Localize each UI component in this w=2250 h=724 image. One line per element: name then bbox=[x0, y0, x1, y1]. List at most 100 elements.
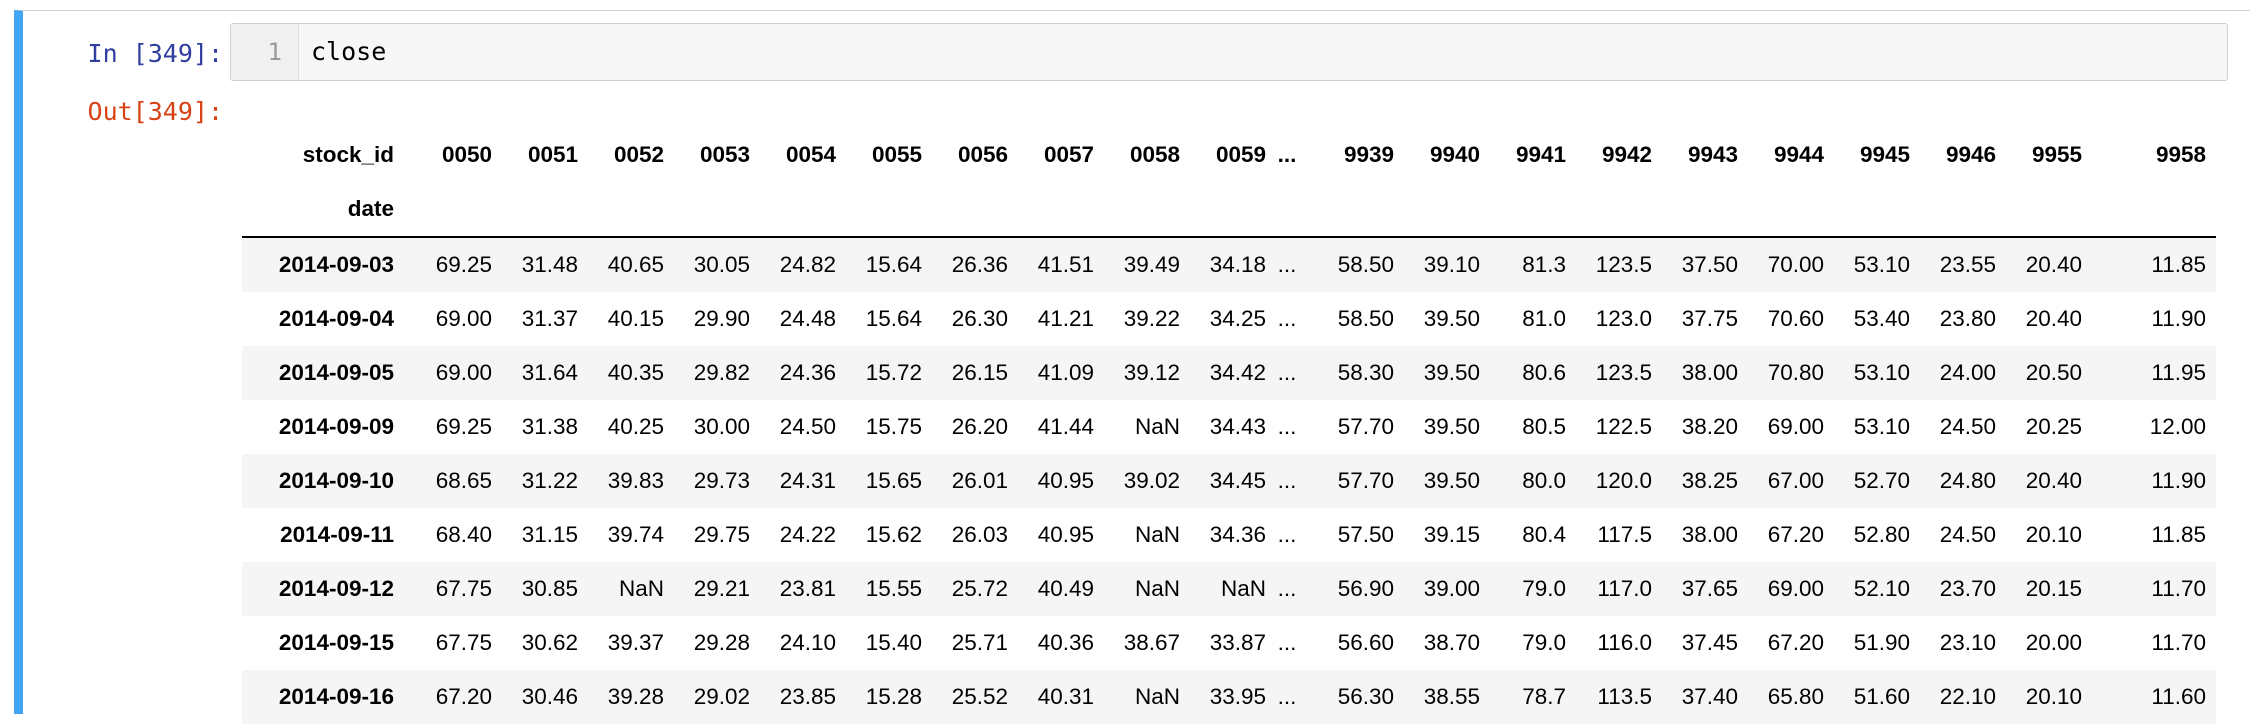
table-cell: 40.95 bbox=[1037, 468, 1094, 493]
ellipsis-cell: ... bbox=[1277, 306, 1297, 331]
column-header: 0050 bbox=[441, 142, 492, 167]
table-cell: 24.82 bbox=[779, 252, 836, 277]
index-header-spacer bbox=[1566, 182, 1652, 237]
index-header-spacer bbox=[406, 182, 492, 237]
table-cell: 41.51 bbox=[1037, 252, 1094, 277]
column-header: 9945 bbox=[1859, 142, 1910, 167]
table-cell: 53.40 bbox=[1853, 306, 1910, 331]
table-cell: 24.48 bbox=[779, 306, 836, 331]
ellipsis-cell: ... bbox=[1277, 630, 1297, 655]
table-cell: 25.71 bbox=[951, 630, 1008, 655]
table-cell: 23.81 bbox=[779, 576, 836, 601]
table-cell: 40.25 bbox=[607, 414, 664, 439]
column-header: 0055 bbox=[871, 142, 922, 167]
table-cell: 58.50 bbox=[1337, 252, 1394, 277]
table-cell: 29.21 bbox=[693, 576, 750, 601]
table-cell: 11.85 bbox=[2151, 522, 2206, 547]
table-cell: 24.00 bbox=[1939, 360, 1996, 385]
index-name-label: date bbox=[347, 196, 394, 221]
notebook-cell[interactable]: In [349]: 1 close Out[349]: stock_id 0050… bbox=[14, 10, 2250, 724]
column-header: 0053 bbox=[699, 142, 750, 167]
table-cell: NaN bbox=[1134, 684, 1180, 709]
table-cell: 67.20 bbox=[1767, 522, 1824, 547]
table-cell: 39.74 bbox=[607, 522, 664, 547]
table-cell: 31.37 bbox=[521, 306, 578, 331]
ellipsis-cell: ... bbox=[1277, 522, 1297, 547]
table-cell: 23.55 bbox=[1939, 252, 1996, 277]
column-header: 9940 bbox=[1429, 142, 1480, 167]
table-cell: 52.10 bbox=[1853, 576, 1910, 601]
table-cell: 38.25 bbox=[1681, 468, 1738, 493]
table-cell: 80.5 bbox=[1522, 414, 1566, 439]
table-cell: 56.30 bbox=[1337, 684, 1394, 709]
table-cell: 78.7 bbox=[1522, 684, 1566, 709]
table-cell: 67.75 bbox=[435, 630, 492, 655]
table-cell: 41.21 bbox=[1037, 306, 1094, 331]
table-cell: 11.90 bbox=[2151, 306, 2206, 331]
table-cell: 34.18 bbox=[1209, 252, 1266, 277]
ellipsis-cell: ... bbox=[1277, 468, 1297, 493]
table-cell: NaN bbox=[1134, 522, 1180, 547]
column-header: 0059 bbox=[1215, 142, 1266, 167]
index-header-spacer bbox=[1824, 182, 1910, 237]
code-editor[interactable]: 1 close bbox=[230, 23, 2228, 81]
table-cell: 34.43 bbox=[1209, 414, 1266, 439]
column-header: 0057 bbox=[1043, 142, 1094, 167]
table-cell: 39.50 bbox=[1423, 414, 1480, 439]
table-cell: 20.10 bbox=[2025, 522, 2082, 547]
table-cell: 123.0 bbox=[1595, 306, 1652, 331]
ellipsis-cell: ... bbox=[1277, 576, 1297, 601]
table-cell: 57.70 bbox=[1337, 414, 1394, 439]
index-header-spacer bbox=[1738, 182, 1824, 237]
column-header: 0058 bbox=[1129, 142, 1180, 167]
table-cell: 34.25 bbox=[1209, 306, 1266, 331]
table-cell: 39.37 bbox=[607, 630, 664, 655]
row-index-date: 2014-09-15 bbox=[278, 630, 394, 655]
table-cell: 67.20 bbox=[1767, 630, 1824, 655]
row-index-date: 2014-09-04 bbox=[278, 306, 394, 331]
table-cell: 117.0 bbox=[1597, 576, 1652, 601]
table-cell: 70.00 bbox=[1767, 252, 1824, 277]
table-cell: 39.10 bbox=[1423, 252, 1480, 277]
table-cell: 26.36 bbox=[951, 252, 1008, 277]
table-cell: 15.72 bbox=[865, 360, 922, 385]
table-cell: 67.00 bbox=[1767, 468, 1824, 493]
table-row: 2014-09-11 68.40 31.15 39.74 29.75 24.22 15.62… bbox=[242, 508, 2216, 562]
table-cell: 15.28 bbox=[865, 684, 922, 709]
table-cell: 69.00 bbox=[1767, 414, 1824, 439]
table-cell: 39.12 bbox=[1123, 360, 1180, 385]
column-header: 0054 bbox=[785, 142, 836, 167]
table-cell: 29.73 bbox=[693, 468, 750, 493]
table-cell: 30.00 bbox=[693, 414, 750, 439]
table-cell: 31.38 bbox=[521, 414, 578, 439]
table-cell: 80.0 bbox=[1522, 468, 1566, 493]
table-cell: 15.62 bbox=[865, 522, 922, 547]
table-row: 2014-09-04 69.00 31.37 40.15 29.90 24.48 15.64… bbox=[242, 292, 2216, 346]
table-cell: 26.20 bbox=[951, 414, 1008, 439]
table-cell: 58.50 bbox=[1337, 306, 1394, 331]
table-cell: 11.70 bbox=[2151, 576, 2206, 601]
index-header-spacer bbox=[1910, 182, 1996, 237]
table-cell: NaN bbox=[1134, 576, 1180, 601]
column-header: 9944 bbox=[1773, 142, 1824, 167]
table-cell: 23.10 bbox=[1939, 630, 1996, 655]
table-cell: 24.31 bbox=[779, 468, 836, 493]
index-header-spacer bbox=[922, 182, 1008, 237]
table-cell: 34.42 bbox=[1209, 360, 1266, 385]
output-prompt: Out[349]: bbox=[87, 97, 223, 126]
table-cell: 39.50 bbox=[1423, 360, 1480, 385]
table-cell: 39.50 bbox=[1423, 306, 1480, 331]
table-cell: 26.15 bbox=[951, 360, 1008, 385]
code-text[interactable]: close bbox=[311, 37, 387, 66]
row-index-date: 2014-09-16 bbox=[278, 684, 394, 709]
table-cell: 123.5 bbox=[1595, 360, 1652, 385]
table-cell: 11.60 bbox=[2151, 684, 2206, 709]
column-header: 9939 bbox=[1343, 142, 1394, 167]
ellipsis-cell: ... bbox=[1277, 360, 1297, 385]
table-cell: 24.50 bbox=[1939, 414, 1996, 439]
table-cell: 39.83 bbox=[607, 468, 664, 493]
index-header-spacer bbox=[836, 182, 922, 237]
table-cell: 34.45 bbox=[1209, 468, 1266, 493]
index-header-spacer bbox=[750, 182, 836, 237]
row-index-date: 2014-09-09 bbox=[278, 414, 394, 439]
